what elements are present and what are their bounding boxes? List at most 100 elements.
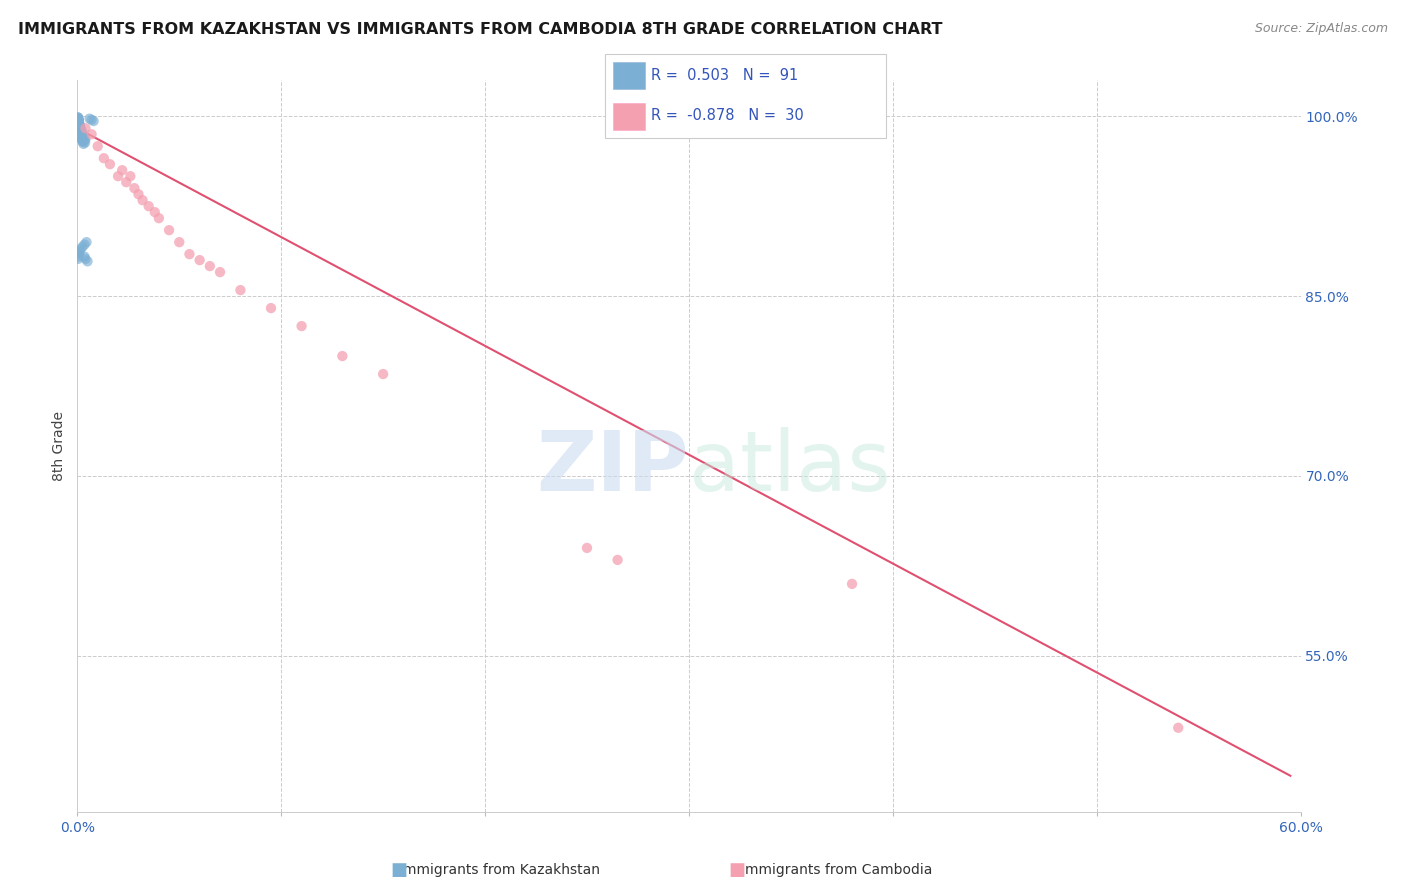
Point	[72, 131, 94, 145]
Point	[69, 125, 91, 139]
Point	[67, 118, 90, 132]
Point	[70, 132, 93, 146]
Point	[70, 126, 93, 140]
Point	[66, 252, 89, 266]
Point	[70, 129, 93, 144]
Point	[70, 127, 93, 141]
Point	[67, 120, 90, 134]
Point	[69, 120, 91, 134]
Point	[67, 247, 90, 261]
Point	[332, 349, 354, 363]
Point	[67, 118, 90, 132]
Point	[67, 112, 90, 127]
Text: R =  0.503   N =  91: R = 0.503 N = 91	[651, 68, 799, 83]
Point	[606, 553, 628, 567]
Point	[69, 120, 91, 134]
Point	[69, 122, 91, 136]
Point	[75, 132, 97, 146]
Point	[67, 114, 90, 128]
Point	[1167, 721, 1189, 735]
Point	[93, 151, 115, 165]
Point	[98, 157, 121, 171]
Point	[188, 253, 211, 268]
Point	[70, 128, 93, 143]
Point	[69, 123, 91, 137]
Point	[148, 211, 170, 226]
Point	[111, 163, 134, 178]
Point	[67, 115, 90, 129]
Point	[67, 244, 90, 259]
Point	[70, 129, 93, 144]
FancyBboxPatch shape	[613, 62, 645, 89]
Text: ZIP: ZIP	[537, 427, 689, 508]
Point	[67, 116, 90, 130]
Point	[576, 541, 599, 555]
Point	[72, 127, 94, 141]
Point	[107, 169, 129, 184]
Point	[70, 125, 93, 139]
Text: IMMIGRANTS FROM KAZAKHSTAN VS IMMIGRANTS FROM CAMBODIA 8TH GRADE CORRELATION CHA: IMMIGRANTS FROM KAZAKHSTAN VS IMMIGRANTS…	[18, 22, 943, 37]
Point	[70, 125, 93, 139]
Point	[80, 112, 103, 127]
Point	[67, 112, 90, 126]
Point	[131, 193, 153, 207]
Point	[67, 120, 90, 134]
Point	[67, 115, 90, 129]
Point	[70, 126, 93, 140]
Point	[87, 139, 110, 153]
Point	[69, 122, 91, 136]
Point	[157, 223, 180, 237]
Point	[70, 132, 93, 146]
Point	[70, 126, 93, 140]
Point	[69, 243, 91, 257]
Point	[169, 235, 191, 249]
Point	[70, 122, 93, 136]
Point	[198, 259, 221, 273]
Point	[138, 199, 160, 213]
Text: ■: ■	[728, 861, 745, 879]
Point	[76, 254, 98, 268]
Point	[72, 135, 94, 149]
FancyBboxPatch shape	[605, 54, 886, 138]
FancyBboxPatch shape	[613, 103, 645, 130]
Point	[69, 121, 91, 136]
Point	[70, 127, 93, 141]
Point	[69, 122, 91, 136]
Point	[67, 118, 90, 132]
Point	[67, 112, 90, 126]
Point	[67, 116, 90, 130]
Point	[67, 114, 90, 128]
Point	[72, 127, 94, 141]
Point	[72, 129, 94, 144]
Point	[124, 181, 146, 195]
Point	[260, 301, 283, 315]
Point	[72, 132, 94, 146]
Point	[72, 240, 94, 254]
Y-axis label: 8th Grade: 8th Grade	[52, 411, 66, 481]
Text: ■: ■	[391, 861, 408, 879]
Text: Immigrants from Kazakhstan: Immigrants from Kazakhstan	[399, 863, 599, 877]
Text: Immigrants from Cambodia: Immigrants from Cambodia	[741, 863, 932, 877]
Point	[75, 136, 97, 150]
Point	[67, 112, 90, 127]
Point	[79, 112, 101, 126]
Point	[209, 265, 232, 279]
Point	[66, 111, 89, 125]
Text: R =  -0.878   N =  30: R = -0.878 N = 30	[651, 108, 804, 123]
Point	[69, 120, 91, 134]
Point	[69, 125, 91, 139]
Point	[70, 129, 93, 144]
Point	[72, 131, 94, 145]
Point	[69, 119, 91, 133]
Point	[841, 577, 863, 591]
Point	[115, 175, 138, 189]
Point	[67, 114, 90, 128]
Point	[72, 133, 94, 147]
Point	[73, 133, 96, 147]
Point	[83, 114, 105, 128]
Point	[75, 252, 97, 266]
Point	[67, 115, 90, 129]
Point	[67, 118, 90, 132]
Point	[67, 112, 90, 127]
Point	[70, 131, 93, 145]
